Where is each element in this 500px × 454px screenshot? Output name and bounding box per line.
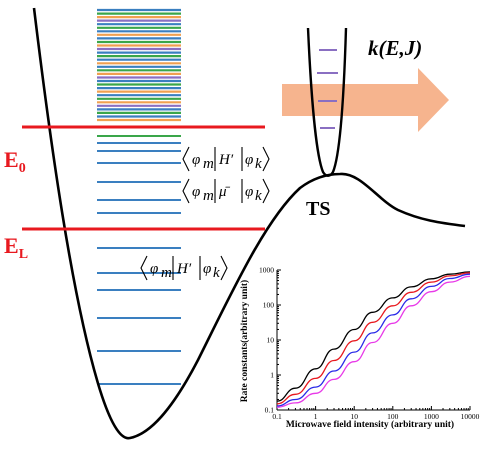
ket-index: k xyxy=(255,188,262,204)
matrix-element-coupling-2: φ m H′ φ k xyxy=(140,255,228,281)
left-angle-bracket xyxy=(182,146,190,172)
inset-x-tick-label: 100 xyxy=(387,412,399,421)
inset-series xyxy=(276,271,471,408)
bra-symbol: φ xyxy=(192,184,200,200)
ket-index: k xyxy=(213,265,220,281)
bra-index: m xyxy=(203,188,214,204)
e0-label: E0 xyxy=(4,147,26,176)
bra-index: m xyxy=(203,156,214,172)
inset-x-tick-label: 10 xyxy=(350,412,358,421)
ts-well-curve xyxy=(306,27,348,177)
inset-series-line-2 xyxy=(276,272,471,405)
inset-series-line-4 xyxy=(276,275,471,408)
inset-plot-area xyxy=(277,270,470,410)
inset-y-tick-label: 1 xyxy=(270,371,274,380)
ket-symbol: φ xyxy=(245,152,253,168)
inset-x-tick-label: 0.1 xyxy=(272,412,282,421)
ket-symbol: φ xyxy=(203,261,211,277)
inset-series-line-3 xyxy=(276,273,471,407)
ts-well-levels xyxy=(317,49,338,129)
right-angle-bracket xyxy=(262,178,270,204)
inset-y-axis-label: Rate constants(arbitrary unit) xyxy=(239,280,250,402)
bra-symbol: φ xyxy=(192,152,200,168)
inset-x-tick-label: 10000 xyxy=(461,412,480,421)
inset-y-tick-label: 10 xyxy=(267,336,275,345)
operator: H′ xyxy=(218,152,234,168)
inset-rate-chart: 0.1 1 10 100 1000 10000 0.1 1 10 100 1000 Microwav… xyxy=(239,266,480,431)
left-angle-bracket xyxy=(140,255,148,281)
inset-x-axis-label: Microwave field intensity (arbitrary uni… xyxy=(286,419,454,430)
right-angle-bracket xyxy=(220,255,228,281)
ts-label: TS xyxy=(306,198,330,220)
ket-index: k xyxy=(255,156,262,172)
rate-label: k(E,J) xyxy=(368,36,422,60)
bra-symbol: φ xyxy=(150,261,158,277)
inset-y-tick-label: 1000 xyxy=(259,266,274,275)
left-angle-bracket xyxy=(182,178,190,204)
operator: H′ xyxy=(176,261,192,277)
inset-y-tick-label: 100 xyxy=(263,301,275,310)
el-label: EL xyxy=(4,233,28,262)
inset-x-tick-label: 1000 xyxy=(424,412,439,421)
operator: μ̄ xyxy=(218,184,231,200)
energy-levels xyxy=(97,8,181,385)
inset-series-line-1 xyxy=(276,271,471,402)
matrix-element-coupling-1: φ m H′ φ k xyxy=(182,146,270,172)
right-angle-bracket xyxy=(262,146,270,172)
inset-y-tick-label: 0.1 xyxy=(265,406,275,415)
inset-axes: 0.1 1 10 100 1000 10000 0.1 1 10 100 1000 xyxy=(259,266,480,422)
bra-index: m xyxy=(161,265,172,281)
rate-arrow xyxy=(282,68,449,132)
inset-x-tick-label: 1 xyxy=(314,412,318,421)
potential-curve xyxy=(32,7,466,440)
matrix-element-dipole: φ m μ̄ φ k xyxy=(182,178,270,204)
ket-symbol: φ xyxy=(245,184,253,200)
